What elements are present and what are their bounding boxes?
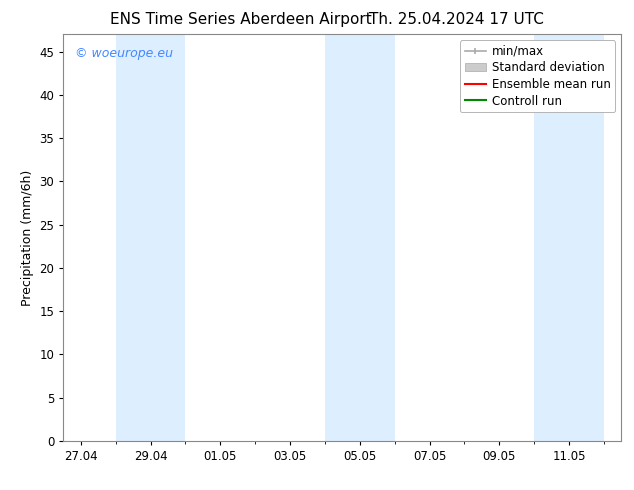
Text: ENS Time Series Aberdeen Airport: ENS Time Series Aberdeen Airport: [110, 12, 372, 27]
Text: Th. 25.04.2024 17 UTC: Th. 25.04.2024 17 UTC: [369, 12, 544, 27]
Bar: [534, 34, 604, 441]
Legend: min/max, Standard deviation, Ensemble mean run, Controll run: min/max, Standard deviation, Ensemble me…: [460, 40, 616, 112]
Y-axis label: Precipitation (mm/6h): Precipitation (mm/6h): [21, 170, 34, 306]
Text: © woeurope.eu: © woeurope.eu: [75, 47, 172, 59]
Bar: [116, 34, 185, 441]
Bar: [325, 34, 394, 441]
